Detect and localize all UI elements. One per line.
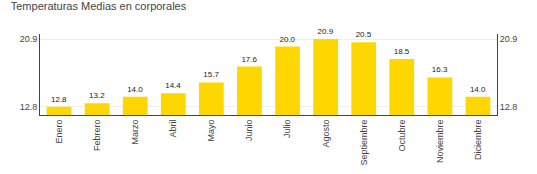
svg-text:Agosto: Agosto xyxy=(321,120,331,148)
svg-text:18.5: 18.5 xyxy=(394,47,410,56)
svg-text:13.2: 13.2 xyxy=(89,91,105,100)
svg-text:14.0: 14.0 xyxy=(470,85,486,94)
svg-text:Septiembre: Septiembre xyxy=(359,120,369,166)
svg-text:Abril: Abril xyxy=(168,120,178,138)
svg-text:Julio: Julio xyxy=(282,120,292,139)
svg-text:12.8: 12.8 xyxy=(20,102,38,112)
svg-text:20.9: 20.9 xyxy=(20,34,38,44)
svg-text:14.4: 14.4 xyxy=(165,81,181,90)
svg-text:14.0: 14.0 xyxy=(127,85,143,94)
svg-text:Marzo: Marzo xyxy=(130,120,140,145)
svg-text:20.9: 20.9 xyxy=(318,27,334,36)
svg-text:17.6: 17.6 xyxy=(241,55,257,64)
svg-text:Junio: Junio xyxy=(244,120,254,142)
svg-text:Febrero: Febrero xyxy=(92,120,102,152)
svg-text:Noviembre: Noviembre xyxy=(435,120,445,164)
svg-text:20.0: 20.0 xyxy=(279,35,295,44)
svg-text:Enero: Enero xyxy=(54,120,64,144)
svg-text:20.5: 20.5 xyxy=(356,30,372,39)
svg-text:12.8: 12.8 xyxy=(51,95,67,104)
svg-text:Temperaturas Medias en corpora: Temperaturas Medias en corporales xyxy=(11,0,187,12)
svg-text:Diciembre: Diciembre xyxy=(473,120,483,161)
svg-text:Octubre: Octubre xyxy=(397,120,407,152)
svg-text:Mayo: Mayo xyxy=(206,120,216,142)
svg-text:20.9: 20.9 xyxy=(500,34,518,44)
svg-text:16.3: 16.3 xyxy=(432,65,448,74)
svg-text:15.7: 15.7 xyxy=(203,70,219,79)
svg-text:12.8: 12.8 xyxy=(500,102,518,112)
